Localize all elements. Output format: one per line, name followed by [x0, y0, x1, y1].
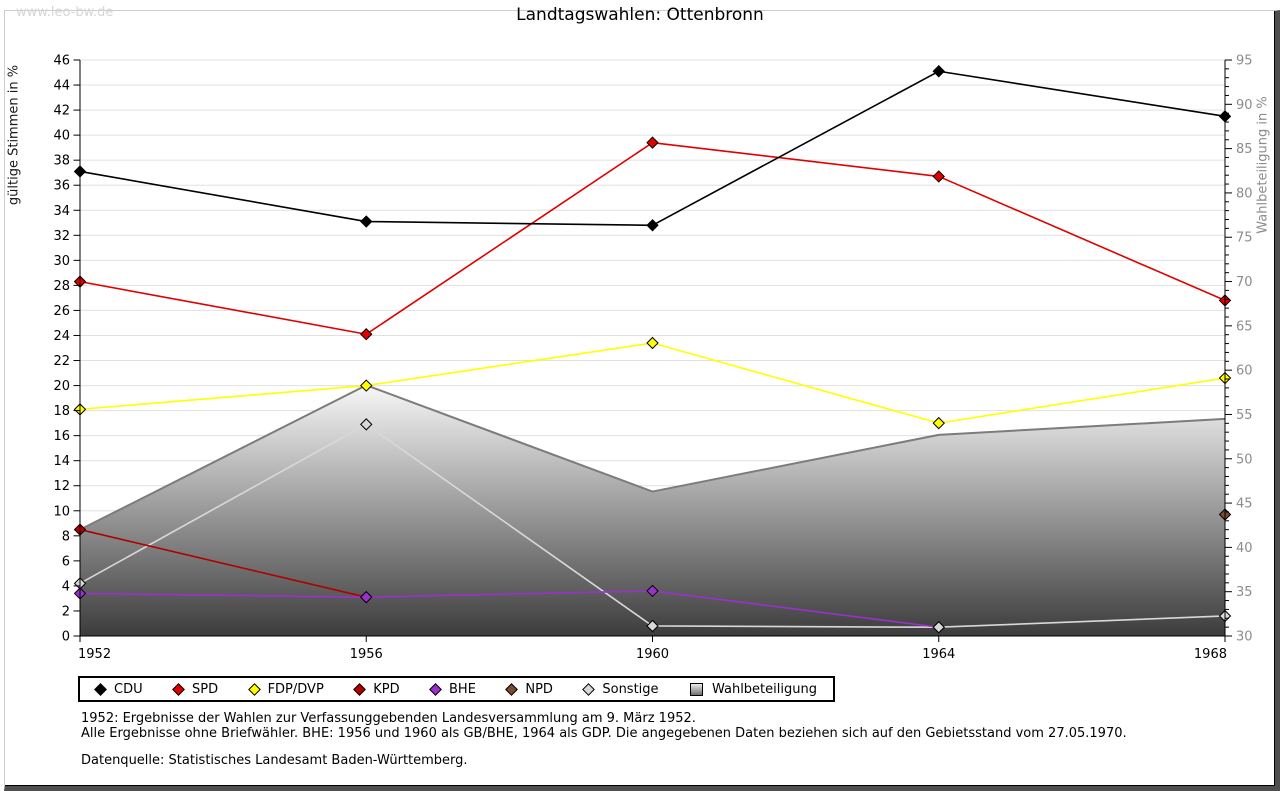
series-markers: [73, 65, 1232, 634]
svg-text:55: 55: [1236, 408, 1253, 423]
svg-text:12: 12: [53, 479, 70, 494]
chart-legend: CDU SPD FDP/DVP KPD BHE NPD Sonstige Wahlbeteil…: [78, 676, 835, 702]
svg-text:60: 60: [1236, 364, 1253, 379]
data-point-cdu-1956: [360, 215, 373, 228]
svg-text:10: 10: [53, 504, 70, 519]
svg-text:75: 75: [1236, 231, 1253, 246]
data-point-spd-1964: [932, 170, 945, 183]
svg-text:14: 14: [53, 454, 70, 469]
data-point-fdp-dvp-1964: [932, 416, 945, 430]
legend-label: SPD: [192, 681, 219, 697]
legend-label: BHE: [449, 681, 476, 697]
svg-text:1952: 1952: [78, 647, 111, 662]
legend-diamond-icon: [353, 682, 367, 696]
legend-square-icon: [689, 682, 703, 696]
series-line-kpd: [79, 528, 367, 598]
svg-text:30: 30: [53, 254, 70, 269]
svg-text:80: 80: [1236, 186, 1253, 201]
legend-label: Sonstige: [602, 681, 659, 697]
svg-text:36: 36: [53, 179, 70, 194]
legend-label: KPD: [373, 681, 400, 697]
legend-diamond-icon: [505, 682, 519, 696]
legend-diamond-icon: [582, 682, 596, 696]
svg-text:95: 95: [1236, 54, 1253, 69]
svg-text:8: 8: [62, 529, 70, 544]
legend-item-bhe: BHE: [429, 681, 476, 697]
legend-diamond-icon: [94, 682, 107, 696]
data-source-note: Datenquelle: Statistisches Landesamt Bad…: [81, 753, 468, 768]
svg-text:22: 22: [53, 354, 70, 369]
svg-text:45: 45: [1236, 497, 1253, 512]
left-axis-ticks: 0246810121416182022242628303234363840424…: [53, 54, 80, 645]
svg-text:20: 20: [53, 379, 70, 394]
svg-text:50: 50: [1236, 452, 1253, 467]
watermark: www.leo-bw.de: [16, 5, 114, 20]
footnote-line-2: Alle Ergebnisse ohne Briefwähler. BHE: 1…: [81, 726, 1127, 741]
legend-item-kpd: KPD: [353, 681, 400, 697]
svg-text:44: 44: [53, 79, 70, 94]
data-point-fdp-dvp-1960: [646, 336, 659, 350]
series-line-bhe: [79, 590, 939, 629]
svg-text:30: 30: [1236, 630, 1253, 645]
svg-text:24: 24: [53, 329, 70, 344]
data-point-cdu-1960: [646, 219, 659, 232]
legend-item-wahlbeteiligung: Wahlbeteiligung: [689, 681, 817, 697]
legend-item-fdp-dvp: FDP/DVP: [247, 681, 324, 697]
legend-item-sonstige: Sonstige: [582, 681, 659, 697]
page-title: Landtagswahlen: Ottenbronn: [516, 5, 764, 25]
svg-text:1968: 1968: [1194, 647, 1227, 662]
data-point-sonstige-1960: [646, 619, 659, 633]
svg-text:26: 26: [53, 304, 70, 319]
data-point-bhe-1960: [646, 584, 659, 598]
x-axis-ticks: 1952 1956 1960 1964 1968: [78, 636, 1227, 662]
legend-label: NPD: [525, 681, 553, 697]
svg-text:40: 40: [1236, 541, 1253, 556]
svg-text:35: 35: [1236, 585, 1253, 600]
legend-diamond-icon: [429, 682, 442, 696]
svg-text:1960: 1960: [636, 647, 669, 662]
svg-text:38: 38: [53, 154, 70, 169]
wahlbeteiligung-area: [79, 384, 1226, 636]
data-point-sonstige-1964: [932, 621, 945, 634]
data-point-spd-1956: [360, 328, 373, 341]
legend-item-cdu: CDU: [94, 681, 143, 697]
legend-item-npd: NPD: [505, 681, 553, 697]
svg-text:46: 46: [53, 54, 70, 69]
data-point-sonstige-1956: [360, 418, 373, 431]
svg-text:28: 28: [53, 279, 70, 294]
data-point-cdu-1964: [932, 65, 945, 78]
data-point-spd-1960: [646, 136, 659, 149]
data-point-bhe-1956: [360, 590, 373, 604]
series-line-spd: [79, 141, 1226, 336]
series-line-fdp-dvp: [79, 342, 1226, 424]
svg-text:85: 85: [1236, 142, 1253, 157]
svg-text:32: 32: [53, 229, 70, 244]
data-point-fdp-dvp-1956: [360, 379, 373, 392]
legend-item-spd: SPD: [172, 681, 219, 697]
footnote-line-1: 1952: Ergebnisse der Wahlen zur Verfassu…: [81, 711, 696, 726]
svg-text:1956: 1956: [350, 647, 383, 662]
svg-text:2: 2: [62, 604, 70, 619]
svg-text:6: 6: [62, 554, 70, 569]
svg-text:0: 0: [62, 630, 70, 645]
legend-label: CDU: [114, 681, 143, 697]
legend-label: FDP/DVP: [267, 681, 324, 697]
svg-text:18: 18: [53, 404, 70, 419]
right-axis-ticks: 30 35 40 45 50 55 60 65 70 75 80 85 90 95: [1225, 54, 1253, 645]
legend-diamond-icon: [172, 682, 185, 696]
svg-text:70: 70: [1236, 275, 1253, 290]
svg-text:90: 90: [1236, 98, 1253, 113]
svg-text:34: 34: [53, 204, 70, 219]
svg-text:65: 65: [1236, 319, 1253, 334]
legend-diamond-icon: [247, 682, 261, 696]
svg-text:4: 4: [62, 579, 70, 594]
svg-text:16: 16: [53, 429, 70, 444]
svg-text:1964: 1964: [922, 647, 955, 662]
svg-text:42: 42: [53, 104, 70, 119]
svg-text:40: 40: [53, 129, 70, 144]
legend-label: Wahlbeteiligung: [711, 681, 817, 697]
